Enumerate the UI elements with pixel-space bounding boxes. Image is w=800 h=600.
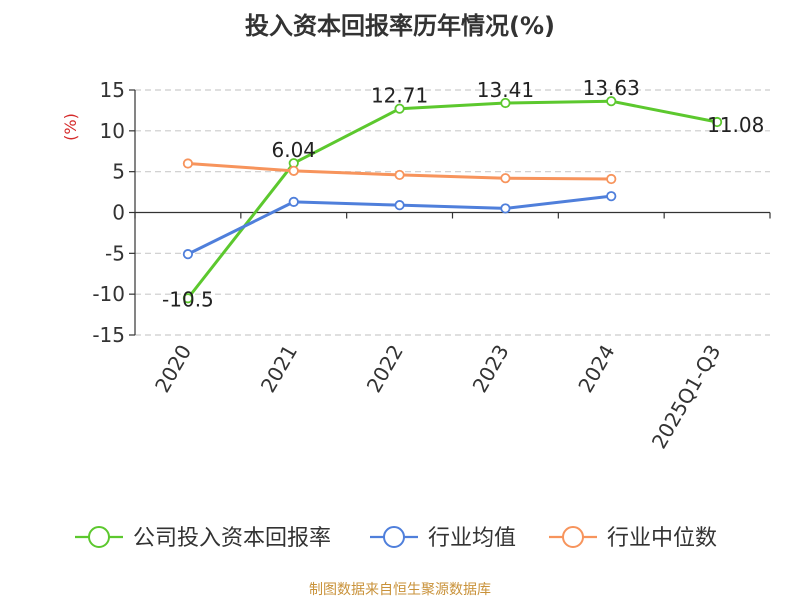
- x-tick-label: 2020: [150, 341, 196, 397]
- data-point: [500, 97, 511, 109]
- data-labels: -10.5 6.04 12.71 13.41 13.63 11.08: [162, 76, 764, 311]
- data-point: [394, 169, 405, 181]
- chart-title: 投入资本回报率历年情况(%): [245, 12, 555, 40]
- legend-label: 行业中位数: [607, 526, 717, 551]
- x-tick-label: 2021: [256, 341, 302, 397]
- x-tick-label: 2024: [573, 341, 619, 397]
- data-point: [394, 103, 405, 114]
- legend: 公司投入资本回报率 行业均值 行业中位数: [75, 526, 717, 551]
- legend-label: 行业均值: [428, 526, 516, 551]
- y-tick-label: -15: [92, 323, 125, 347]
- axes: 15 10 5 0 -5 -10 -15 2020 2021 2022 2023 2024 2025Q1…: [92, 78, 771, 453]
- x-tick-label: 2023: [468, 340, 514, 396]
- y-tick-label: -5: [105, 241, 125, 265]
- data-label: 13.41: [477, 78, 534, 102]
- legend-marker: [88, 526, 110, 548]
- y-tick-label: 0: [112, 201, 125, 225]
- x-tick-label: 2022: [362, 341, 408, 397]
- data-point: [288, 165, 299, 176]
- y-tick-label: 5: [112, 160, 125, 184]
- data-label: 6.04: [271, 138, 316, 162]
- y-tick-label: 10: [100, 119, 125, 143]
- data-point: [182, 249, 194, 260]
- data-point: [606, 191, 617, 202]
- data-label: 13.63: [583, 76, 640, 100]
- grid-lines: [135, 89, 770, 336]
- data-point: [711, 116, 723, 128]
- legend-marker: [383, 526, 405, 548]
- y-axis-label: (%): [61, 113, 80, 141]
- series-lines: [182, 96, 723, 304]
- data-point: [182, 158, 194, 169]
- data-label: 11.08: [707, 113, 764, 137]
- data-point: [500, 173, 511, 184]
- data-point: [182, 293, 194, 304]
- y-tick-label: -10: [92, 282, 125, 306]
- data-label: 12.71: [371, 84, 428, 108]
- y-tick-label: 15: [100, 78, 125, 102]
- legend-label: 公司投入资本回报率: [133, 526, 331, 551]
- data-point: [394, 200, 405, 211]
- legend-marker: [562, 526, 584, 548]
- data-point: [288, 196, 299, 207]
- data-label: -10.5: [162, 287, 214, 311]
- data-point: [606, 173, 617, 185]
- data-point: [606, 96, 617, 107]
- data-point: [500, 203, 511, 214]
- series-line-0: [186, 99, 718, 300]
- source-note: 制图数据来自恒生聚源数据库: [309, 582, 491, 598]
- x-tick-label: 2025Q1-Q3: [647, 341, 726, 453]
